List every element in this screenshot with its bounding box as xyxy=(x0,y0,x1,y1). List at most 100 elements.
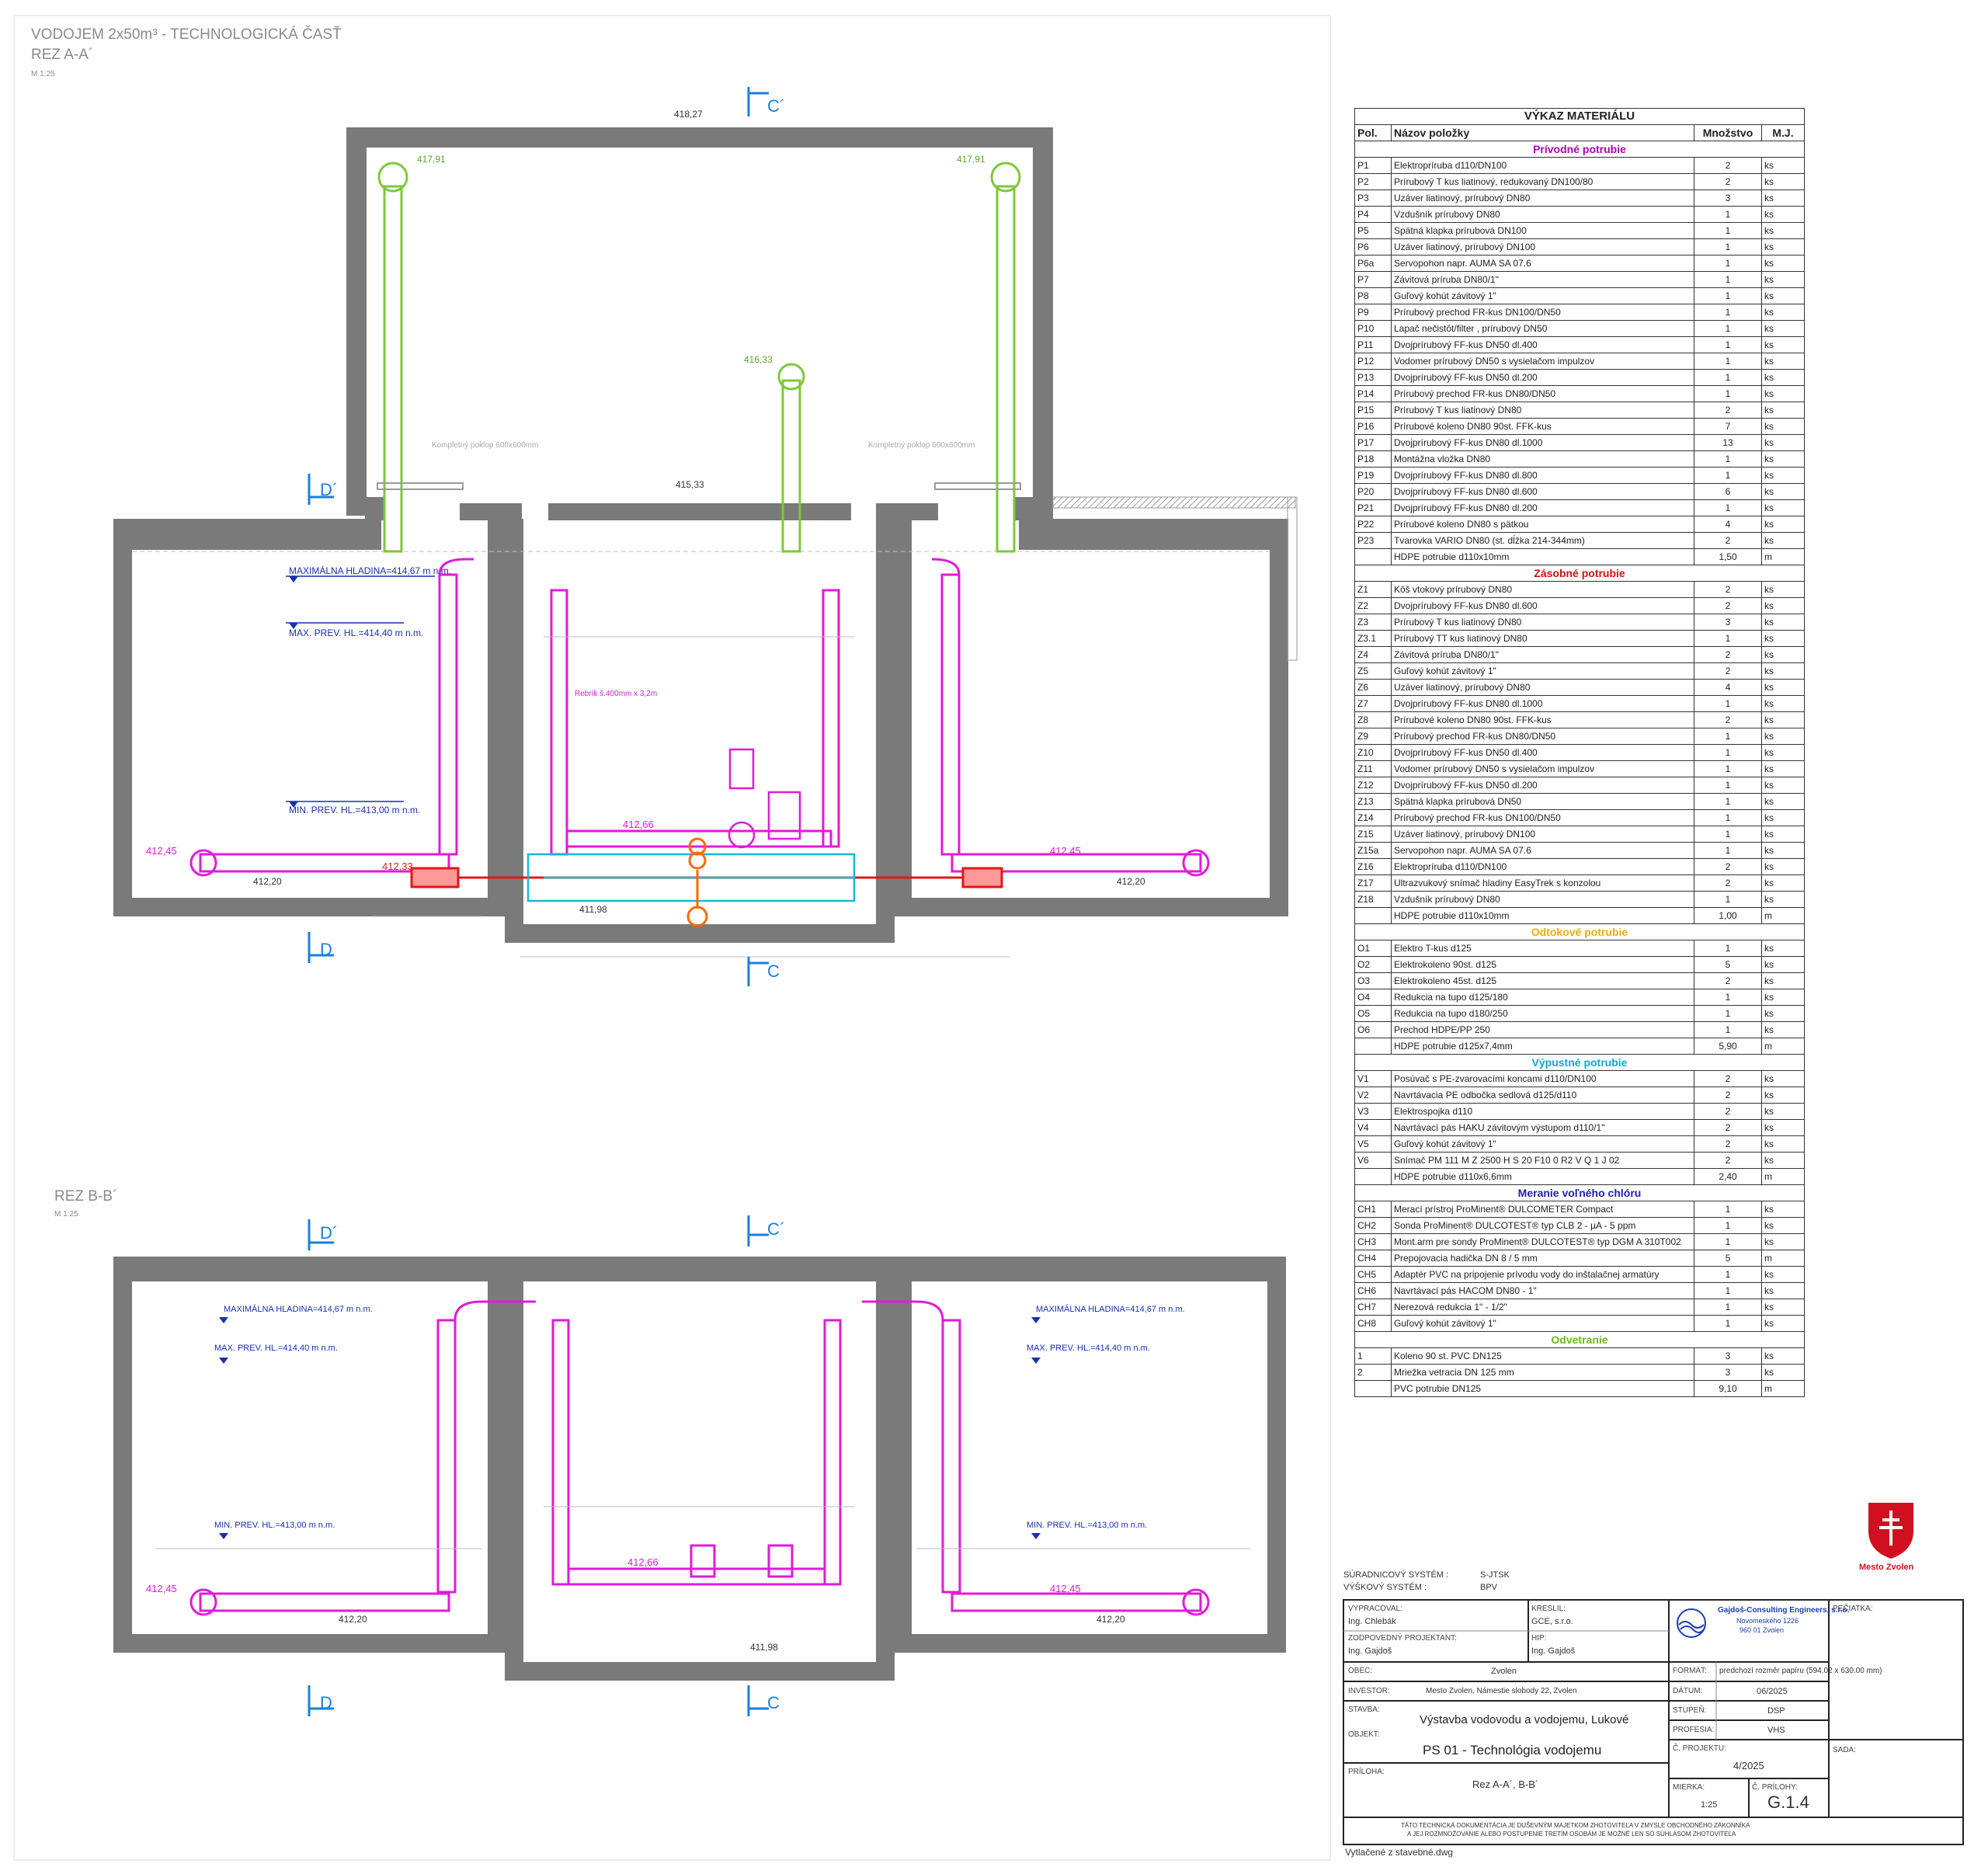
table-row: HDPE potrubie d110x10mm 1,50 m xyxy=(1354,548,1805,565)
table-cell-unit: ks xyxy=(1761,1282,1805,1299)
vent-pipes xyxy=(377,162,1021,553)
table-cell-pol: P2 xyxy=(1354,173,1392,190)
table-section-row: Zásobné potrubie xyxy=(1354,565,1805,582)
table-cell-qty: 1 xyxy=(1694,826,1762,843)
table-cell-name: Dvojprírubový FF-kus DN80 dl.600 xyxy=(1391,597,1694,614)
table-cell-name: Prírubový prechod FR-kus DN80/DN50 xyxy=(1391,728,1694,745)
table-cell-pol: Z3.1 xyxy=(1354,630,1392,647)
table-cell-name: Prechod HDPE/PP 250 xyxy=(1391,1021,1694,1038)
table-cell-unit: ks xyxy=(1761,320,1805,337)
table-cell-unit: ks xyxy=(1761,826,1805,843)
table-cell-pol: P14 xyxy=(1354,385,1392,402)
col-pol: Pol. xyxy=(1354,124,1392,141)
table-row: CH7 Nerezová redukcia 1" - 1/2" 1 ks xyxy=(1354,1299,1805,1316)
table-cell-qty: 1 xyxy=(1694,777,1762,794)
table-cell-name: Guľový kohút závitový 1" xyxy=(1391,662,1694,680)
table-cell-qty: 1 xyxy=(1694,809,1762,826)
table-row: P9 Prírubový prechod FR-kus DN100/DN50 1 ks xyxy=(1354,304,1805,321)
table-cell-qty: 1 xyxy=(1694,304,1762,321)
table-cell-pol: P10 xyxy=(1354,320,1392,337)
table-cell-name: Mriežka vetracia DN 125 mm xyxy=(1391,1364,1694,1381)
table-cell-pol: Z13 xyxy=(1354,793,1392,810)
table-row: O4 Redukcia na tupo d125/180 1 ks xyxy=(1354,989,1805,1006)
table-cell-name: Kôš vtokový prírubový DN80 xyxy=(1391,581,1694,598)
table-section-title: Prívodné potrubie xyxy=(1354,141,1805,158)
table-cell-unit: ks xyxy=(1761,972,1805,989)
table-row: HDPE potrubie d110x6,6mm 2,40 m xyxy=(1354,1168,1805,1185)
table-row: Z15 Uzáver liatinový, prírubový DN100 1 ks xyxy=(1354,826,1805,843)
table-row: Z8 Prírubové koleno DN80 90st. FFK-kus 2 ks xyxy=(1354,711,1805,728)
table-cell-pol: CH7 xyxy=(1354,1299,1392,1316)
table-cell-unit: ks xyxy=(1761,777,1805,794)
supply-pipes-a xyxy=(189,558,1210,877)
table-cell-pol: P16 xyxy=(1354,418,1392,435)
table-row: P11 Dvojprírubový FF-kus DN50 dl.400 1 ks xyxy=(1354,336,1805,353)
table-cell-unit: m xyxy=(1761,1168,1805,1185)
table-cell-unit: ks xyxy=(1761,516,1805,533)
table-cell-unit: ks xyxy=(1761,1103,1805,1120)
table-cell-pol: P8 xyxy=(1354,287,1392,304)
roof-seg-4 xyxy=(876,503,938,520)
table-cell-unit: ks xyxy=(1761,402,1805,419)
table-cell-qty: 2 xyxy=(1694,173,1762,190)
table-cell-pol: O3 xyxy=(1354,972,1392,989)
table-cell-name: Dvojprírubový FF-kus DN80 dl.800 xyxy=(1391,467,1694,484)
table-cell-name: Dvojprírubový FF-kus DN80 dl.200 xyxy=(1391,499,1694,516)
right-outer-wall xyxy=(1270,519,1288,916)
table-cell-qty: 1 xyxy=(1694,793,1762,810)
table-cell-qty: 1 xyxy=(1694,222,1762,239)
table-cell-name: Montážna vložka DN80 xyxy=(1391,450,1694,468)
table-cell-name: Elektrokoleno 45st. d125 xyxy=(1391,972,1694,989)
table-cell-unit: ks xyxy=(1761,630,1805,647)
table-cell-qty: 2 xyxy=(1694,646,1762,663)
table-cell-name: Dvojprírubový FF-kus DN80 dl.1000 xyxy=(1391,434,1694,451)
table-cell-unit: ks xyxy=(1761,1021,1805,1038)
table-cell-pol: CH8 xyxy=(1354,1315,1392,1332)
table-cell-pol: P6 xyxy=(1354,238,1392,256)
table-cell-name: PVC potrubie DN125 xyxy=(1391,1380,1694,1397)
table-cell-qty: 5 xyxy=(1694,1250,1762,1267)
table-cell-pol: V4 xyxy=(1354,1119,1392,1136)
table-cell-pol: CH5 xyxy=(1354,1266,1392,1283)
table-cell-unit: ks xyxy=(1761,793,1805,810)
table-cell-name: Adaptér PVC na pripojenie prívodu vody d… xyxy=(1391,1266,1694,1283)
table-cell-name: Uzáver liatinový, prírubový DN100 xyxy=(1391,238,1694,256)
table-row: P5 Spätná klapka prírubová DN100 1 ks xyxy=(1354,222,1805,239)
table-cell-unit: ks xyxy=(1761,369,1805,386)
table-cell-pol: P12 xyxy=(1354,353,1392,370)
table-cell-qty: 1 xyxy=(1694,1299,1762,1316)
table-cell-pol: O6 xyxy=(1354,1021,1392,1038)
table-title: VÝKAZ MATERIÁLU xyxy=(1354,108,1805,125)
table-cell-pol xyxy=(1354,1168,1392,1185)
table-cell-name: Závitová príruba DN80/1" xyxy=(1391,271,1694,288)
table-cell-unit: ks xyxy=(1761,1266,1805,1283)
water-level-marks-a xyxy=(289,576,298,808)
table-cell-pol: O1 xyxy=(1354,940,1392,957)
table-cell-qty: 1 xyxy=(1694,940,1762,957)
table-cell-pol: P5 xyxy=(1354,222,1392,239)
table-cell-name: Dvojprírubový FF-kus DN50 dl.400 xyxy=(1391,744,1694,761)
table-cell-unit: ks xyxy=(1761,287,1805,304)
table-cell-unit: m xyxy=(1761,907,1805,924)
table-cell-pol: CH1 xyxy=(1354,1201,1392,1218)
table-row: V3 Elektrospojka d110 2 ks xyxy=(1354,1103,1805,1120)
table-row: Z3 Prírubový T kus liatinový DN80 3 ks xyxy=(1354,614,1805,631)
table-row: P6 Uzáver liatinový, prírubový DN100 1 ks xyxy=(1354,238,1805,256)
table-cell-qty: 1,50 xyxy=(1694,548,1762,565)
table-cell-qty: 5,90 xyxy=(1694,1038,1762,1055)
table-cell-pol: V1 xyxy=(1354,1070,1392,1087)
table-cell-pol: Z2 xyxy=(1354,597,1392,614)
table-cell-name: Servopohon napr. AUMA SA 07.6 xyxy=(1391,255,1694,272)
material-table-body: Prívodné potrubie P1 Elektropríruba d110/D… xyxy=(1354,141,1805,1397)
table-cell-name: HDPE potrubie d125x7,4mm xyxy=(1391,1038,1694,1055)
mesto-zvolen-logo xyxy=(1868,1503,1913,1559)
table-cell-pol: Z12 xyxy=(1354,777,1392,794)
table-cell-pol: 1 xyxy=(1354,1347,1392,1365)
table-cell-name: Dvojprírubový FF-kus DN50 dl.200 xyxy=(1391,777,1694,794)
table-cell-name: HDPE potrubie d110x10mm xyxy=(1391,548,1694,565)
table-cell-pol: Z9 xyxy=(1354,728,1392,745)
table-cell-name: Guľový kohút závitový 1" xyxy=(1391,287,1694,304)
table-row: V5 Guľový kohút závitový 1" 2 ks xyxy=(1354,1135,1805,1153)
table-cell-unit: ks xyxy=(1761,744,1805,761)
table-cell-name: Tvarovka VARIO DN80 (st. dĺžka 214-344mm… xyxy=(1391,532,1694,549)
